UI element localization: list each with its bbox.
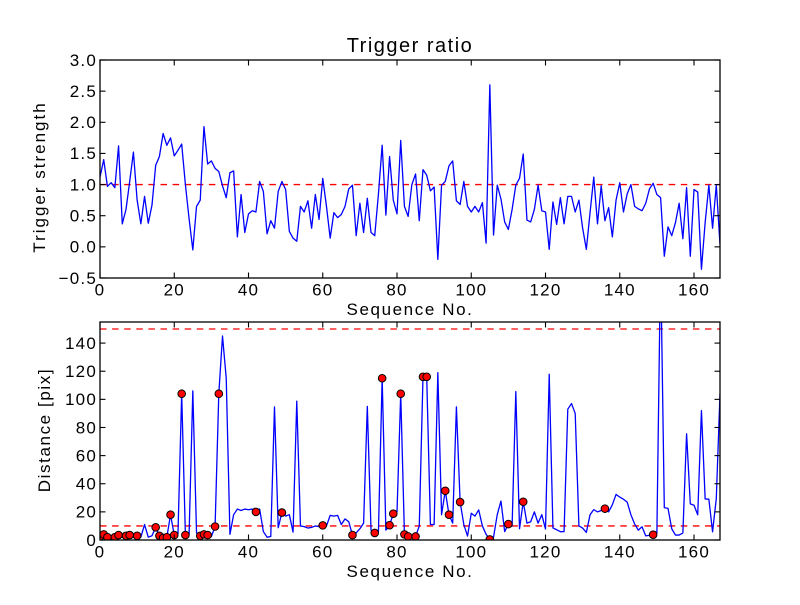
svg-text:60: 60 [76,446,97,465]
svg-text:2.0: 2.0 [70,113,97,132]
svg-text:160: 160 [678,543,710,562]
svg-text:Trigger ratio: Trigger ratio [347,35,474,57]
svg-text:100: 100 [455,281,487,300]
svg-text:0: 0 [86,531,97,550]
svg-text:0: 0 [95,281,106,300]
svg-text:140: 140 [65,334,97,353]
svg-text:160: 160 [678,281,710,300]
svg-text:120: 120 [65,362,97,381]
svg-text:Sequence No.: Sequence No. [347,300,474,319]
svg-text:1.5: 1.5 [70,144,97,163]
svg-text:80: 80 [76,418,97,437]
svg-text:40: 40 [238,281,259,300]
svg-text:140: 140 [604,281,636,300]
svg-text:60: 60 [312,281,333,300]
svg-text:1.0: 1.0 [70,175,97,194]
svg-text:0.0: 0.0 [70,238,97,257]
svg-text:40: 40 [76,475,97,494]
svg-text:100: 100 [455,543,487,562]
svg-text:80: 80 [386,543,407,562]
svg-text:Distance [pix]: Distance [pix] [35,368,54,492]
svg-text:20: 20 [76,503,97,522]
svg-text:20: 20 [164,281,185,300]
svg-text:100: 100 [65,390,97,409]
svg-text:20: 20 [164,543,185,562]
svg-text:40: 40 [238,543,259,562]
svg-text:Trigger strength: Trigger strength [30,101,49,252]
svg-text:Sequence No.: Sequence No. [347,562,474,581]
svg-text:140: 140 [604,543,636,562]
svg-text:120: 120 [530,543,562,562]
svg-text:0.5: 0.5 [70,207,97,226]
svg-text:0: 0 [95,543,106,562]
svg-text:3.0: 3.0 [70,51,97,70]
svg-text:120: 120 [530,281,562,300]
svg-text:80: 80 [386,281,407,300]
svg-text:60: 60 [312,543,333,562]
svg-text:−0.5: −0.5 [59,269,97,288]
svg-text:2.5: 2.5 [70,82,97,101]
